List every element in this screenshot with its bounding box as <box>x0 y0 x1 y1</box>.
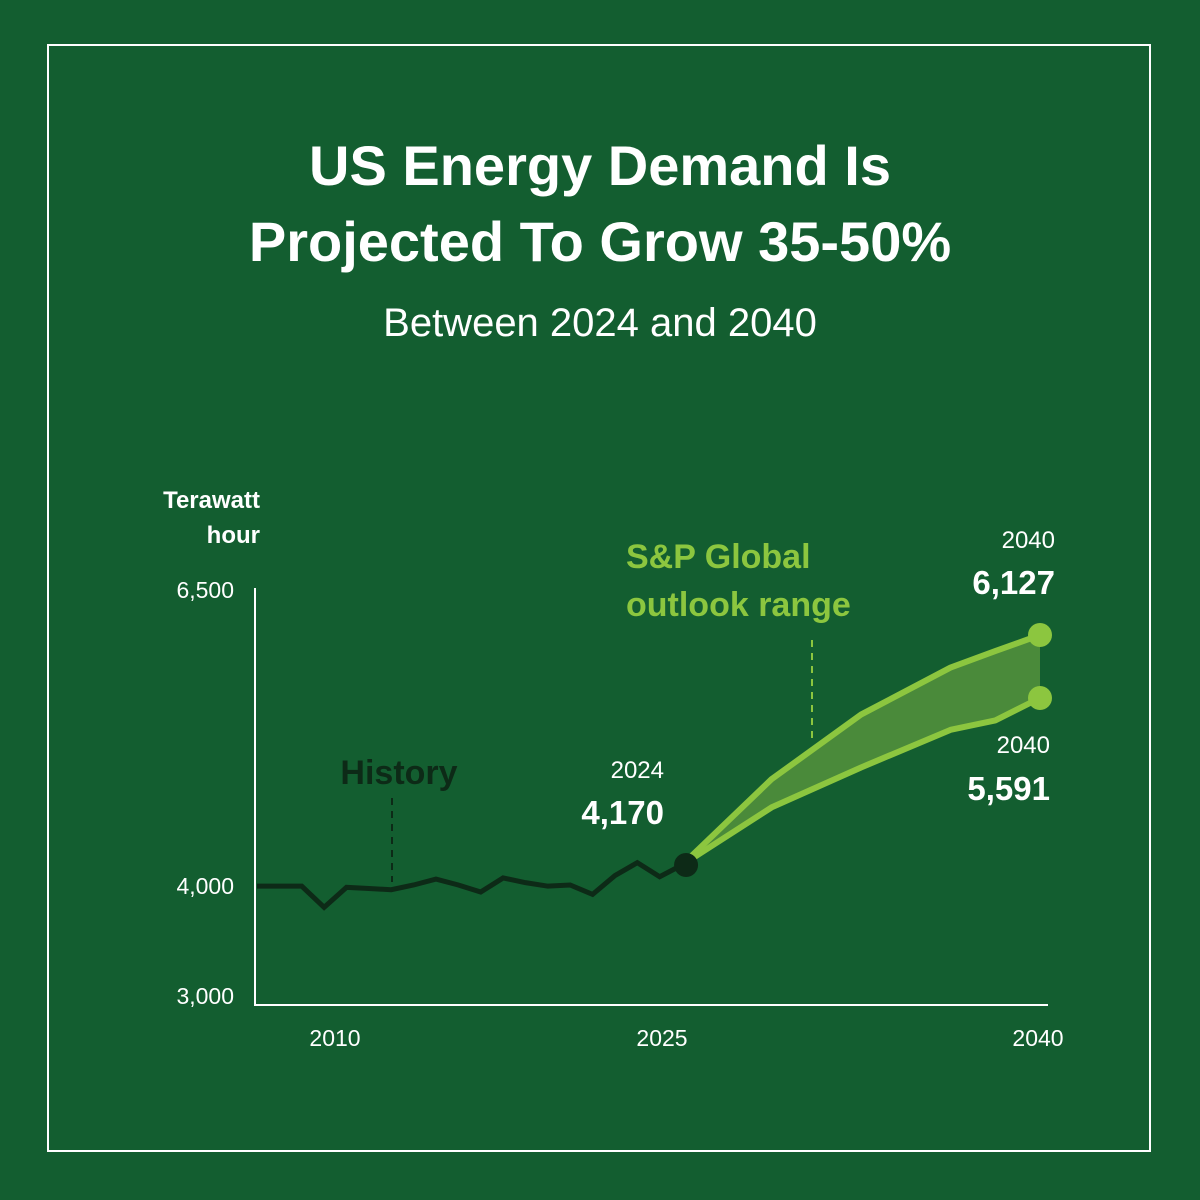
outlook-high-series-line <box>679 632 1042 868</box>
page-subtitle: Between 2024 and 2040 <box>383 301 817 345</box>
outlook-label-line-1: S&P Global <box>626 538 811 576</box>
x-tick-label-2040: 2040 <box>1012 1025 1063 1051</box>
point-2024-value: 4,170 <box>581 794 664 831</box>
y-axis-label-line-1: Terawatt <box>163 487 260 514</box>
history-label: History <box>340 754 457 792</box>
outer-frame <box>47 44 1151 1152</box>
low-2040-year: 2040 <box>997 732 1050 759</box>
outlook-label-line-2: outlook range <box>626 586 851 624</box>
low-2040-marker <box>1028 685 1052 710</box>
history-series-line <box>257 859 684 911</box>
x-tick-label-2025: 2025 <box>636 1025 687 1051</box>
title-line-2: Projected To Grow 35-50% <box>248 210 952 273</box>
point-2024-year: 2024 <box>611 757 664 784</box>
high-2040-year: 2040 <box>1002 527 1055 554</box>
y-tick-label-4000: 4,000 <box>176 873 234 899</box>
high-2040-marker <box>1028 623 1052 647</box>
low-2040-value: 5,591 <box>967 770 1050 807</box>
outlook-range-band <box>682 635 1040 866</box>
x-tick-label-2010: 2010 <box>309 1025 360 1051</box>
y-tick-label-3000: 3,000 <box>176 983 234 1009</box>
title-line-1: US Energy Demand Is <box>309 134 891 197</box>
outlook-low-series-line <box>680 695 1042 868</box>
page-title: US Energy Demand Is Projected To Grow 35… <box>0 128 1200 280</box>
y-axis-label-line-2: hour <box>207 522 260 549</box>
y-tick-label-6500: 6,500 <box>176 577 234 603</box>
high-2040-value: 6,127 <box>972 564 1055 601</box>
point-2024-marker <box>674 853 699 878</box>
